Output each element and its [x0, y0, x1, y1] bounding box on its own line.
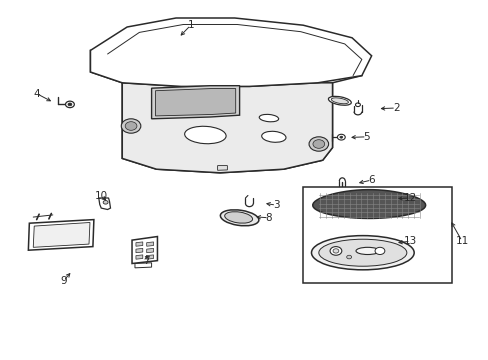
Polygon shape	[132, 237, 157, 264]
Ellipse shape	[220, 210, 258, 226]
Polygon shape	[122, 83, 332, 173]
Polygon shape	[146, 248, 153, 253]
Circle shape	[125, 122, 137, 130]
Text: 1: 1	[187, 20, 194, 30]
Polygon shape	[146, 255, 153, 259]
Polygon shape	[136, 242, 142, 246]
Ellipse shape	[311, 236, 413, 270]
Polygon shape	[136, 248, 142, 253]
Polygon shape	[33, 222, 90, 247]
Circle shape	[312, 140, 324, 148]
Polygon shape	[155, 89, 235, 116]
Ellipse shape	[328, 96, 350, 105]
Ellipse shape	[261, 131, 285, 142]
Polygon shape	[90, 50, 361, 173]
Circle shape	[355, 103, 360, 107]
Circle shape	[346, 255, 351, 259]
Text: 2: 2	[392, 103, 399, 113]
Text: 5: 5	[363, 132, 369, 142]
Polygon shape	[28, 220, 94, 250]
Circle shape	[339, 136, 342, 138]
Ellipse shape	[318, 239, 406, 266]
Circle shape	[68, 103, 72, 106]
Text: 12: 12	[403, 193, 417, 203]
Circle shape	[121, 119, 141, 133]
Text: 10: 10	[95, 191, 107, 201]
Text: 13: 13	[403, 236, 417, 246]
Circle shape	[374, 247, 384, 255]
Polygon shape	[151, 86, 239, 119]
Polygon shape	[312, 190, 425, 219]
Ellipse shape	[331, 98, 347, 104]
Text: 7: 7	[143, 256, 150, 266]
Circle shape	[65, 101, 74, 108]
Text: 9: 9	[60, 276, 67, 286]
Polygon shape	[99, 198, 110, 210]
Ellipse shape	[184, 126, 225, 144]
Text: 3: 3	[272, 200, 279, 210]
Ellipse shape	[259, 114, 278, 122]
Polygon shape	[217, 166, 227, 170]
Circle shape	[103, 201, 108, 204]
Bar	[303, 187, 451, 283]
Text: 6: 6	[367, 175, 374, 185]
Polygon shape	[136, 255, 142, 259]
Polygon shape	[135, 263, 151, 268]
Ellipse shape	[224, 212, 252, 223]
Circle shape	[308, 137, 328, 151]
Ellipse shape	[355, 247, 379, 255]
Polygon shape	[90, 18, 371, 86]
Circle shape	[332, 249, 338, 253]
Text: 8: 8	[265, 213, 272, 223]
Polygon shape	[146, 242, 153, 246]
Circle shape	[337, 134, 345, 140]
Text: 4: 4	[33, 89, 40, 99]
Text: 11: 11	[454, 236, 468, 246]
Circle shape	[329, 247, 341, 255]
